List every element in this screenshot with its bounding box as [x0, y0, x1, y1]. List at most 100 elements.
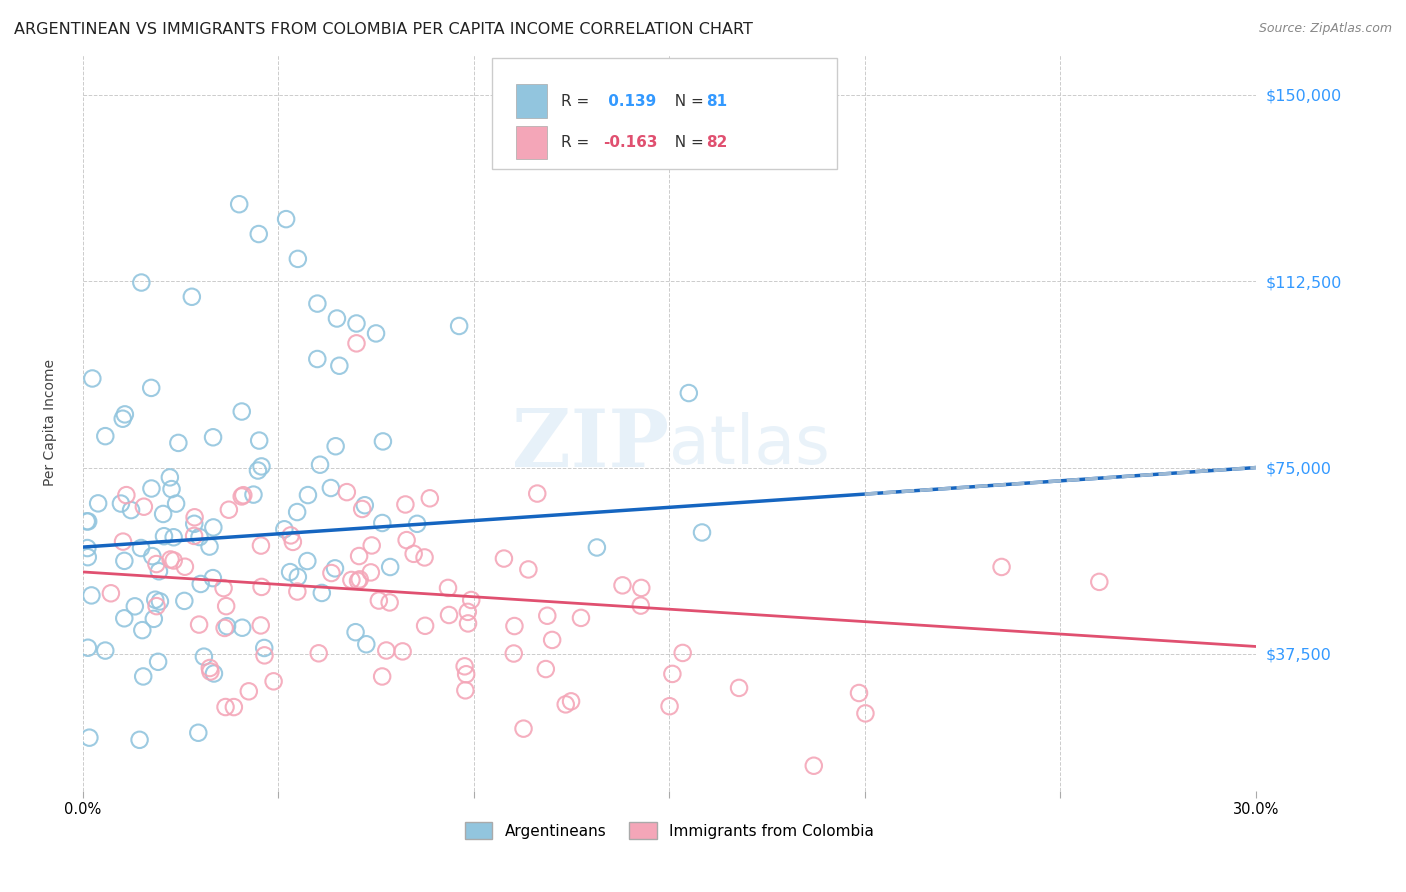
Point	[215, 619, 238, 633]
Point	[231, 621, 253, 635]
Point	[371, 669, 394, 683]
Point	[413, 550, 436, 565]
Point	[406, 516, 429, 531]
Point	[308, 646, 330, 660]
Point	[449, 318, 471, 333]
Point	[356, 637, 378, 651]
Point	[285, 584, 308, 599]
Point	[163, 530, 186, 544]
Point	[273, 522, 295, 536]
Point	[274, 212, 297, 227]
Point	[142, 612, 165, 626]
Point	[228, 197, 250, 211]
Point	[307, 351, 329, 366]
Point	[517, 562, 540, 576]
Point	[198, 540, 221, 554]
Point	[287, 570, 309, 584]
Point	[353, 498, 375, 512]
Point	[190, 577, 212, 591]
Point	[115, 488, 138, 502]
Point	[94, 643, 117, 657]
Point	[111, 411, 134, 425]
Point	[141, 482, 163, 496]
Point	[129, 541, 152, 555]
Point	[159, 552, 181, 566]
Point	[187, 725, 209, 739]
Point	[690, 525, 713, 540]
Point	[586, 541, 609, 555]
Point	[242, 487, 264, 501]
Point	[250, 459, 273, 474]
Point	[437, 581, 460, 595]
Point	[77, 515, 100, 529]
Text: ZIP: ZIP	[512, 406, 669, 484]
Point	[375, 643, 398, 657]
Point	[152, 507, 174, 521]
Point	[347, 574, 370, 588]
Point	[149, 594, 172, 608]
Point	[253, 640, 276, 655]
Point	[180, 290, 202, 304]
Point	[326, 311, 349, 326]
Point	[344, 625, 367, 640]
Point	[82, 371, 104, 385]
Point	[456, 667, 478, 681]
Point	[77, 640, 100, 655]
Point	[402, 547, 425, 561]
Point	[661, 667, 683, 681]
Point	[319, 481, 342, 495]
Text: -0.163: -0.163	[603, 135, 658, 150]
Point	[112, 611, 135, 625]
Point	[183, 529, 205, 543]
Point	[380, 560, 402, 574]
Point	[231, 404, 253, 418]
Point	[145, 599, 167, 614]
Text: 0.139: 0.139	[603, 94, 657, 109]
Point	[114, 408, 136, 422]
Point	[249, 618, 271, 632]
Point	[360, 538, 382, 552]
Point	[658, 699, 681, 714]
Point	[307, 296, 329, 310]
Point	[124, 599, 146, 614]
Point	[202, 430, 225, 444]
Point	[253, 648, 276, 663]
Point	[76, 541, 98, 555]
Point	[437, 607, 460, 622]
Point	[141, 549, 163, 563]
Point	[200, 665, 222, 679]
Point	[728, 681, 751, 695]
Point	[153, 529, 176, 543]
Point	[160, 482, 183, 496]
Point	[457, 605, 479, 619]
Point	[328, 359, 350, 373]
Point	[419, 491, 441, 506]
Point	[247, 227, 270, 241]
Point	[378, 595, 401, 609]
Text: ARGENTINEAN VS IMMIGRANTS FROM COLOMBIA PER CAPITA INCOME CORRELATION CHART: ARGENTINEAN VS IMMIGRANTS FROM COLOMBIA …	[14, 22, 754, 37]
Point	[360, 566, 382, 580]
Point	[512, 722, 534, 736]
Point	[250, 539, 273, 553]
Point	[87, 496, 110, 510]
Point	[630, 599, 652, 613]
Point	[630, 581, 652, 595]
Point	[352, 502, 374, 516]
Point	[371, 434, 394, 449]
Point	[460, 593, 482, 607]
Point	[232, 488, 254, 502]
Point	[263, 674, 285, 689]
Point	[183, 510, 205, 524]
Point	[454, 683, 477, 698]
Point	[120, 503, 142, 517]
Point	[502, 647, 524, 661]
Point	[202, 520, 225, 534]
Point	[346, 317, 368, 331]
Point	[141, 381, 163, 395]
Y-axis label: Per Capita Income: Per Capita Income	[44, 359, 58, 486]
Point	[198, 661, 221, 675]
Point	[246, 463, 269, 477]
Point	[285, 505, 308, 519]
Point	[453, 659, 475, 673]
Point	[222, 700, 245, 714]
